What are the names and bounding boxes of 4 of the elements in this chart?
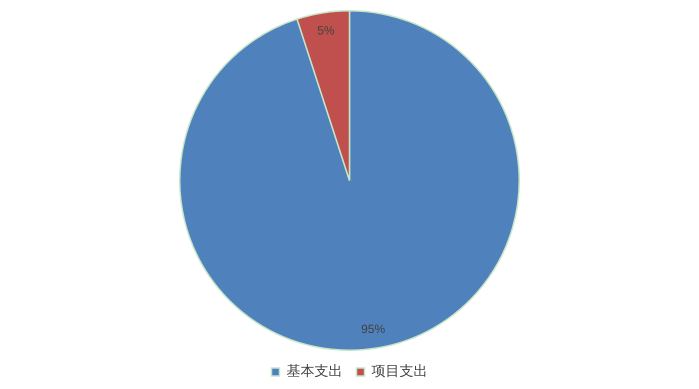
data-label: 5% xyxy=(317,24,335,38)
legend-label: 项目支出 xyxy=(372,364,428,380)
legend-label: 基本支出 xyxy=(286,364,342,380)
data-label: 95% xyxy=(361,322,386,336)
